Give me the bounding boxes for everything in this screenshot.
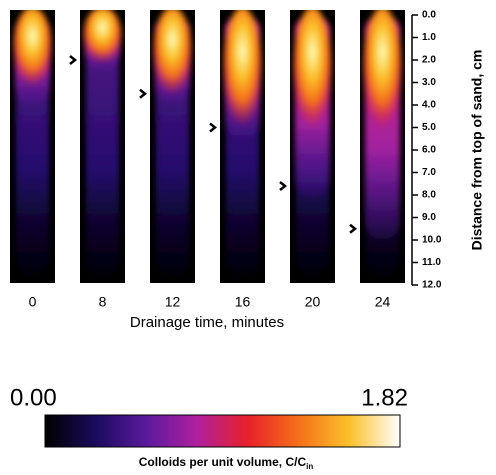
y-tick-label: 0.0 [422,10,436,21]
plume-core [223,10,262,134]
plume-core [293,10,332,136]
y-tick-label: 10.0 [422,235,442,246]
plume-core [83,10,122,66]
plume-core [363,10,402,136]
x-tick-label: 16 [235,294,251,310]
image-panel [360,10,405,283]
y-tick-label: 5.0 [422,122,436,133]
colorbar-tick-label: 1.82 [361,384,408,411]
y-tick-label: 1.0 [422,32,436,43]
y-tick-label: 3.0 [422,77,436,88]
colorbar-tick-label: 0.00 [10,384,57,411]
x-tick-label: 0 [29,294,37,310]
x-tick-label: 8 [99,294,107,310]
drainage-front-arrow [209,122,218,133]
drainage-front-arrow [139,88,148,99]
plume [293,10,332,275]
x-tick-label: 12 [165,294,181,310]
image-panel [10,10,55,283]
colorbar-label-main: Colloids per unit volume, C/C [139,455,307,469]
y-tick-label: 8.0 [422,190,436,201]
colorbar-label: Colloids per unit volume, C/Cin [139,455,314,471]
drainage-front-arrow [279,181,288,191]
x-tick-label: 20 [305,294,321,310]
y-tick-label: 9.0 [422,212,436,223]
y-tick-label: 11.0 [422,257,441,268]
drainage-front-arrow [349,223,358,234]
plume [13,10,52,275]
image-panel [80,10,125,283]
plume-core [13,10,52,91]
drainage-front-arrow [69,55,78,65]
y-tick-label: 7.0 [422,167,436,178]
plume [83,10,122,275]
plume-tail [86,15,119,275]
y-tick-label: 6.0 [422,145,436,156]
y-tick-label: 2.0 [422,55,436,66]
colorbar-label-sub: in [306,462,313,471]
colorbar [44,414,401,448]
x-axis-label: Drainage time, minutes [130,314,284,331]
x-tick-label: 24 [375,294,391,310]
plume [223,10,262,275]
image-panel [290,10,335,283]
image-panel [220,10,265,283]
plume [153,10,192,275]
image-panel [150,10,195,283]
y-tick-label: 4.0 [422,100,436,111]
plume-core [153,10,192,100]
y-axis-label: Distance from top of sand, cm [469,50,485,251]
y-tick-label: 12.0 [422,280,442,291]
plume [363,10,402,275]
